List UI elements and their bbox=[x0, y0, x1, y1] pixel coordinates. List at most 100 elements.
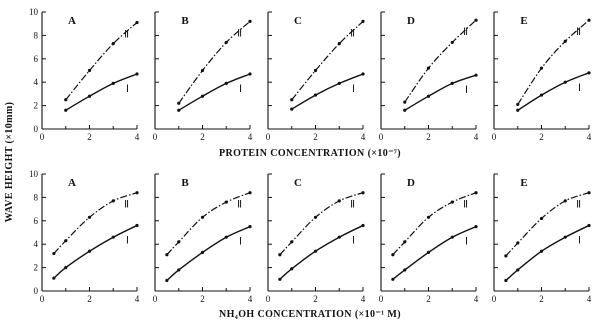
y-tick-label: 6 bbox=[34, 54, 39, 64]
series-line-i bbox=[517, 72, 590, 111]
x-tick-label: 0 bbox=[153, 294, 158, 304]
x-tick-label: 2 bbox=[87, 294, 92, 304]
x-tick-label: 0 bbox=[492, 294, 497, 304]
data-point bbox=[248, 72, 252, 76]
data-point bbox=[135, 191, 139, 195]
series-label: Ⅰ bbox=[126, 84, 129, 95]
panel-a-row-2: 0 2 4 6 8 10 0 2 4 A Ⅱ Ⅰ bbox=[29, 169, 140, 304]
data-point bbox=[426, 94, 431, 98]
series-label: Ⅰ bbox=[239, 237, 242, 248]
x-tick-label: 4 bbox=[135, 294, 140, 304]
data-point bbox=[313, 93, 318, 97]
panel-label: A bbox=[68, 15, 76, 27]
data-point bbox=[450, 200, 454, 204]
x-axis-title-bottom-row: NH₄OH CONCENTRATION (×10⁻¹ M) bbox=[219, 309, 401, 320]
data-point bbox=[200, 250, 205, 254]
series-label: Ⅱ bbox=[124, 30, 129, 41]
series-line-i bbox=[291, 73, 364, 110]
series-line-i bbox=[65, 73, 138, 111]
y-tick-label: 4 bbox=[34, 77, 39, 87]
data-point bbox=[516, 241, 520, 245]
panel-d-row-2: 0 2 4 D Ⅱ Ⅰ bbox=[379, 173, 479, 304]
data-point bbox=[504, 254, 508, 258]
series-label: Ⅰ bbox=[352, 235, 355, 246]
series-line-i bbox=[166, 225, 251, 282]
data-point bbox=[224, 40, 228, 45]
data-point bbox=[587, 223, 591, 228]
data-point bbox=[224, 81, 228, 85]
x-tick-label: 2 bbox=[426, 294, 431, 304]
data-point bbox=[361, 223, 365, 228]
x-tick-label: 4 bbox=[474, 132, 479, 142]
data-point bbox=[52, 276, 56, 280]
y-tick-label: 10 bbox=[29, 169, 39, 179]
panel-d-row-1: 0 2 4 D Ⅱ Ⅰ bbox=[379, 11, 479, 142]
data-point bbox=[248, 19, 252, 23]
data-point bbox=[563, 39, 567, 43]
series-label: Ⅰ bbox=[465, 237, 468, 248]
x-axis-title-top-row: PROTEIN CONCENTRATION (×10⁻⁷) bbox=[219, 148, 401, 159]
series-line-ii bbox=[178, 20, 251, 104]
panel-e-row-1: 0 2 4 E Ⅱ Ⅰ bbox=[492, 11, 592, 142]
data-point bbox=[278, 277, 282, 281]
data-point bbox=[539, 216, 544, 221]
series-line-ii bbox=[517, 19, 590, 105]
data-point bbox=[337, 41, 341, 46]
series-label: Ⅱ bbox=[576, 200, 581, 211]
series-line-i bbox=[505, 224, 590, 282]
panel-label: B bbox=[181, 15, 189, 27]
x-tick-label: 0 bbox=[266, 132, 271, 142]
data-point bbox=[135, 20, 139, 25]
panel-label: C bbox=[294, 15, 302, 27]
series-line-i bbox=[178, 73, 251, 111]
y-tick-label: 0 bbox=[34, 124, 39, 134]
series-label: Ⅱ bbox=[237, 200, 242, 211]
data-point bbox=[87, 215, 92, 219]
data-point bbox=[87, 68, 92, 73]
series-label: Ⅱ bbox=[124, 200, 129, 211]
data-point bbox=[87, 94, 92, 98]
data-point bbox=[539, 66, 544, 70]
data-point bbox=[200, 94, 205, 98]
x-tick-label: 0 bbox=[40, 132, 45, 142]
x-tick-label: 0 bbox=[492, 132, 497, 142]
series-label: Ⅰ bbox=[465, 85, 468, 96]
data-point bbox=[474, 225, 478, 229]
data-point bbox=[111, 199, 115, 203]
series-label: Ⅱ bbox=[350, 200, 355, 211]
series-label: Ⅰ bbox=[578, 83, 581, 94]
data-point bbox=[165, 253, 169, 257]
data-point bbox=[516, 102, 520, 107]
x-tick-label: 4 bbox=[361, 132, 366, 142]
data-point bbox=[177, 268, 181, 272]
x-tick-label: 2 bbox=[313, 294, 318, 304]
y-tick-label: 0 bbox=[34, 286, 39, 296]
data-point bbox=[450, 81, 454, 85]
data-point bbox=[111, 235, 115, 239]
y-axis-title: WAVE HEIGHT (×10mm) bbox=[4, 102, 15, 223]
series-label: Ⅱ bbox=[463, 200, 468, 211]
x-tick-label: 2 bbox=[426, 132, 431, 142]
x-tick-label: 0 bbox=[40, 294, 45, 304]
chart-panels: 0 2 4 6 8 10 0 2 4 A Ⅱ Ⅰ 0 2 4 B Ⅱ Ⅰ 0 2 4 C Ⅱ Ⅰ 0 2 4 D Ⅱ Ⅰ 0 2 4 E Ⅱ Ⅰ 0 2 4… bbox=[29, 7, 592, 304]
x-tick-label: 2 bbox=[539, 294, 544, 304]
y-tick-label: 2 bbox=[34, 263, 39, 273]
data-point bbox=[587, 18, 591, 22]
panel-c-row-2: 0 2 4 C Ⅱ Ⅰ bbox=[266, 173, 366, 304]
x-tick-label: 4 bbox=[248, 294, 253, 304]
data-point bbox=[539, 93, 544, 97]
data-point bbox=[450, 235, 454, 239]
x-tick-label: 4 bbox=[135, 132, 140, 142]
series-label: Ⅰ bbox=[352, 84, 355, 95]
y-tick-label: 10 bbox=[29, 7, 39, 17]
x-tick-label: 2 bbox=[200, 294, 205, 304]
x-tick-label: 4 bbox=[587, 132, 592, 142]
data-point bbox=[337, 199, 341, 203]
x-tick-label: 0 bbox=[379, 132, 384, 142]
x-tick-label: 2 bbox=[539, 132, 544, 142]
panel-b-row-2: 0 2 4 B Ⅱ Ⅰ bbox=[153, 173, 253, 304]
panel-b-row-1: 0 2 4 B Ⅱ Ⅰ bbox=[153, 11, 253, 142]
data-point bbox=[474, 73, 478, 77]
data-point bbox=[177, 240, 181, 244]
series-line-i bbox=[279, 224, 364, 280]
